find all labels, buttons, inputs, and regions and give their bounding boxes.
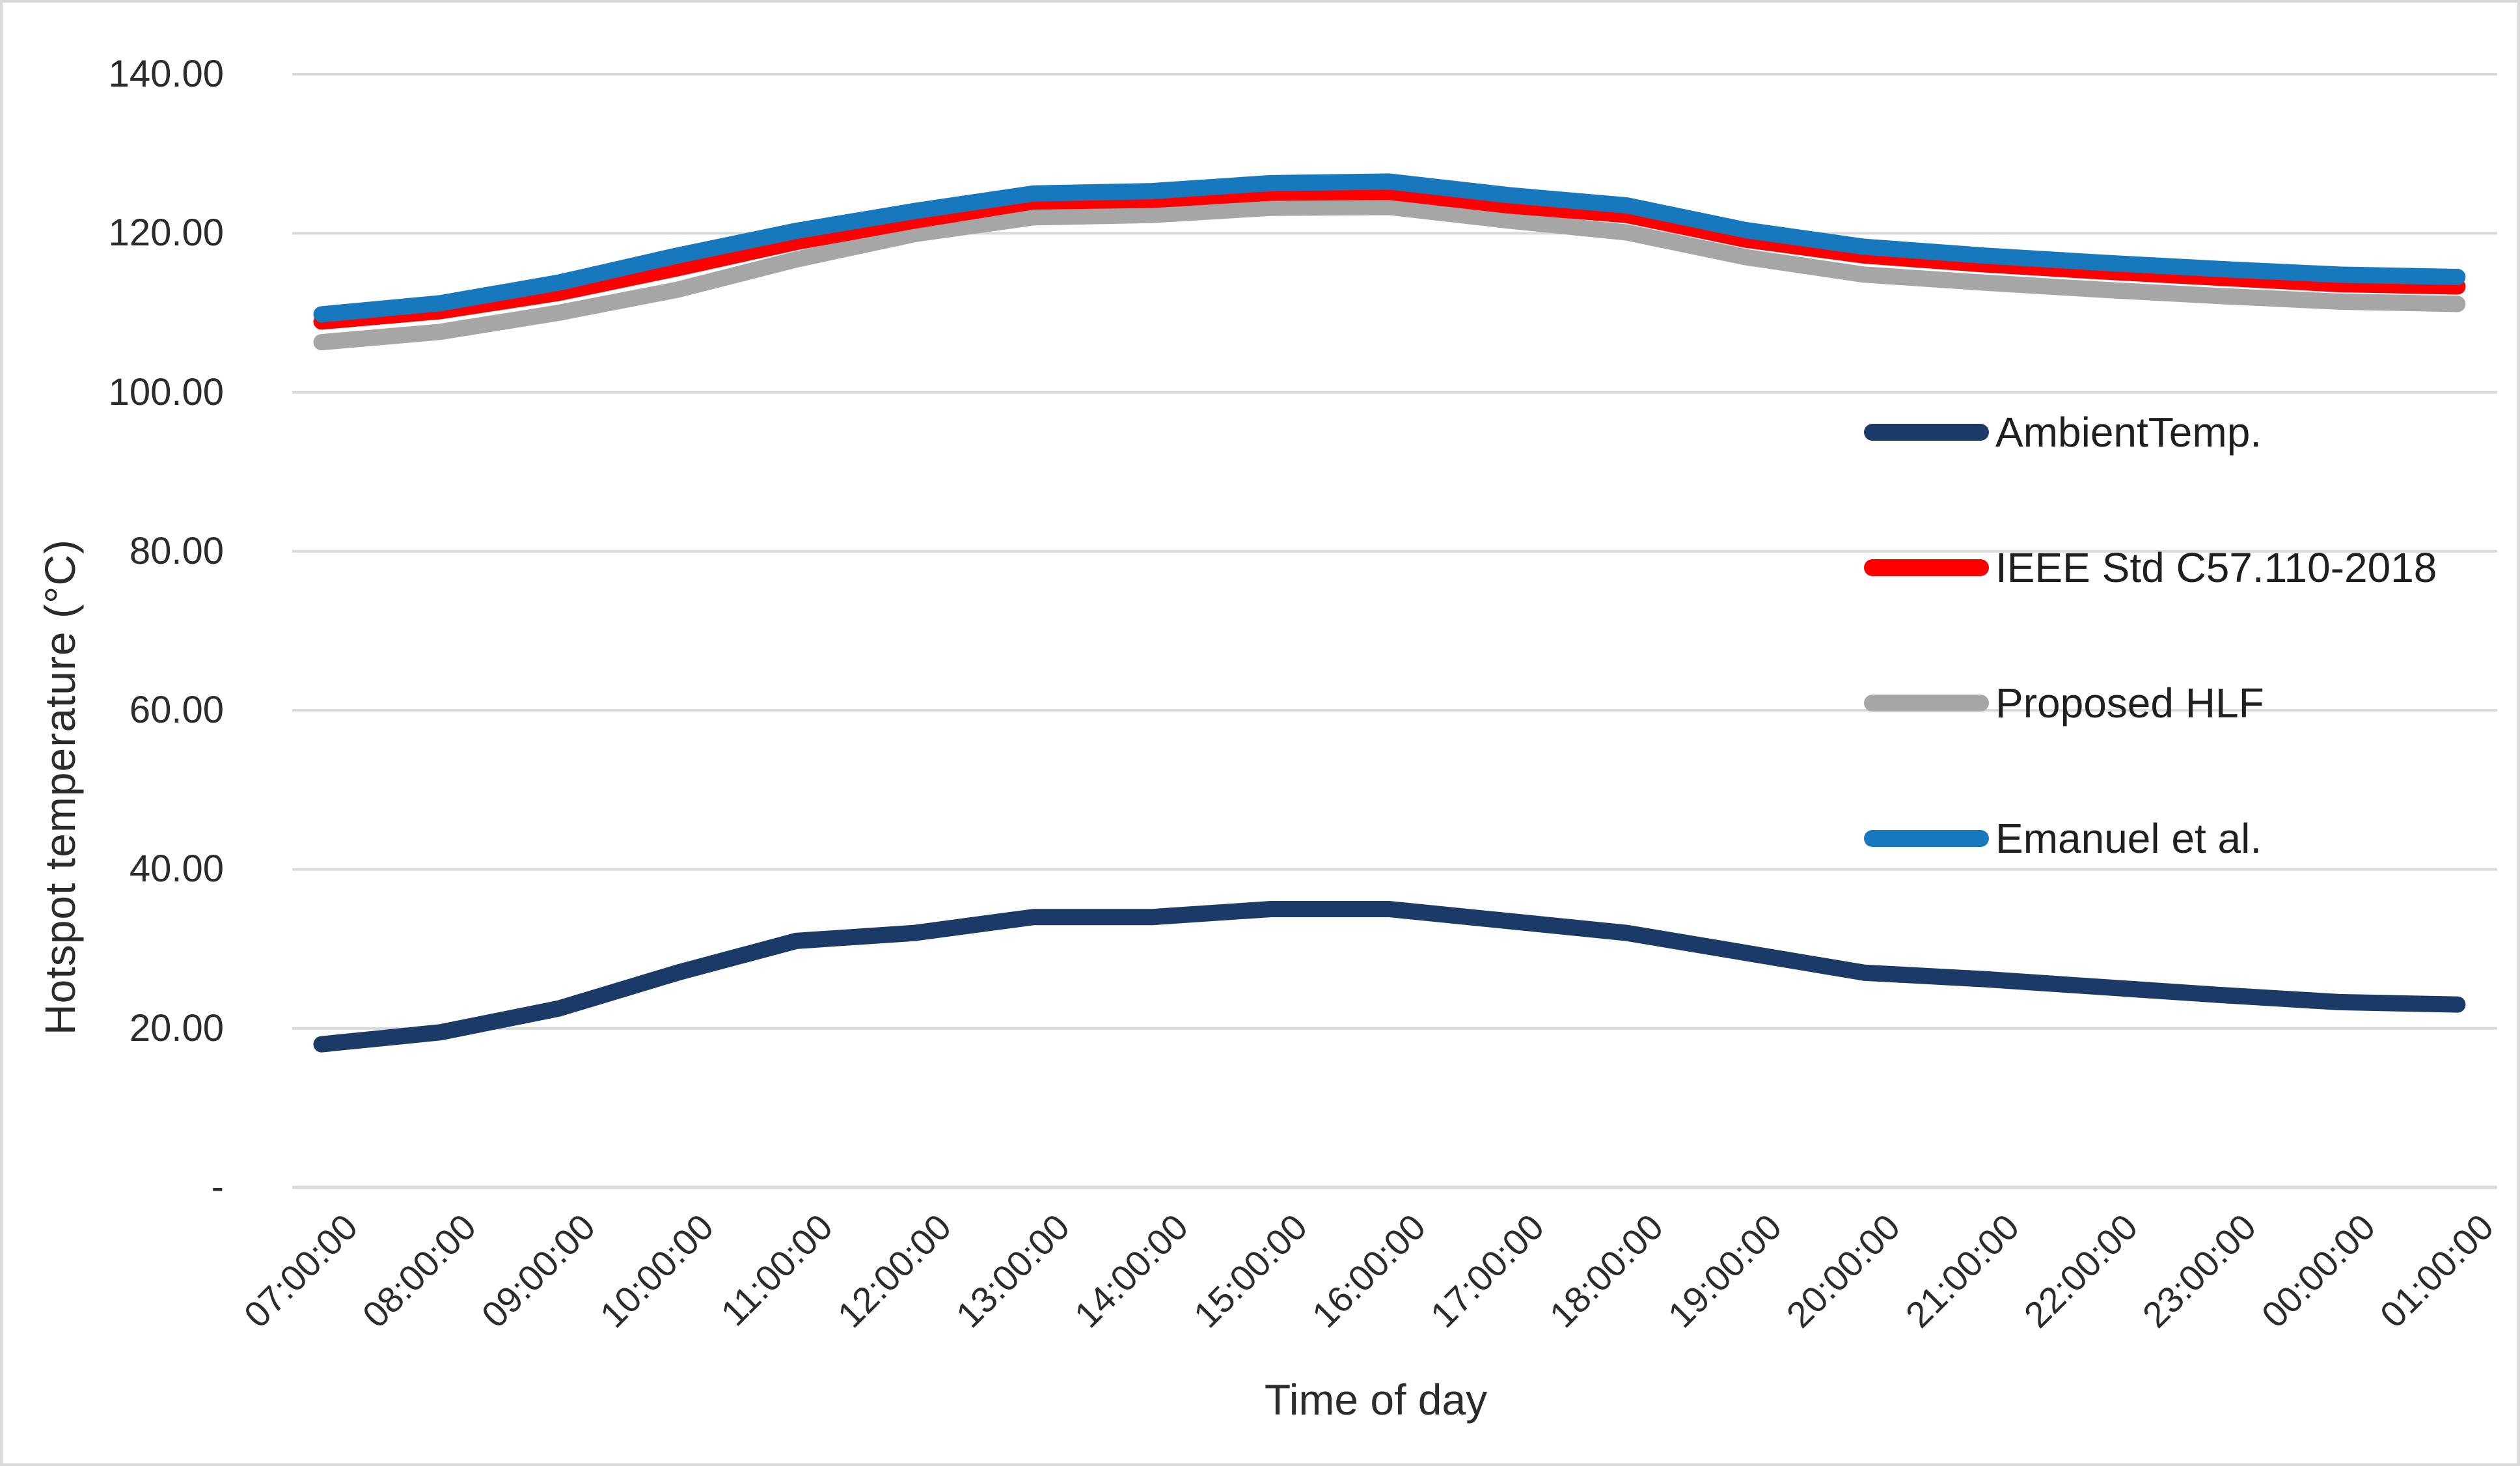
- series-line-ieee-std-c57-110-2018: [313, 184, 2466, 330]
- legend-swatch-icon: [1864, 559, 1989, 576]
- legend-item: IEEE Std C57.110-2018: [1864, 535, 2437, 600]
- y-tick-label: 20.00: [129, 1006, 224, 1049]
- y-tick-label: -: [211, 1166, 224, 1208]
- legend-label: Emanuel et al.: [1995, 815, 2262, 862]
- y-tick-label: 80.00: [129, 529, 224, 572]
- legend-swatch-icon: [1864, 695, 1989, 712]
- y-tick-label: 60.00: [129, 689, 224, 732]
- y-tick-label: 120.00: [108, 212, 224, 255]
- legend-item: Emanuel et al.: [1864, 806, 2262, 871]
- series-line-ambienttemp: [313, 901, 2466, 1053]
- y-axis-title: Hotspot temperature (°C): [36, 539, 84, 1035]
- series-line-proposed-hlf: [313, 199, 2466, 351]
- y-tick-label: 100.00: [108, 370, 224, 413]
- y-tick-label: 40.00: [129, 848, 224, 891]
- legend-label: AmbientTemp.: [1995, 409, 2262, 456]
- legend-swatch-icon: [1864, 424, 1989, 441]
- legend-swatch-icon: [1864, 830, 1989, 847]
- legend-label: Proposed HLF: [1995, 680, 2264, 726]
- legend-label: IEEE Std C57.110-2018: [1995, 544, 2437, 591]
- series-line-emanuel-et-al: [313, 173, 2466, 323]
- y-tick-label: 140.00: [108, 53, 224, 96]
- legend-item: AmbientTemp.: [1864, 400, 2262, 465]
- legend-item: Proposed HLF: [1864, 671, 2264, 736]
- x-axis-title: Time of day: [1264, 1376, 1488, 1424]
- plot-area: [292, 73, 2497, 1189]
